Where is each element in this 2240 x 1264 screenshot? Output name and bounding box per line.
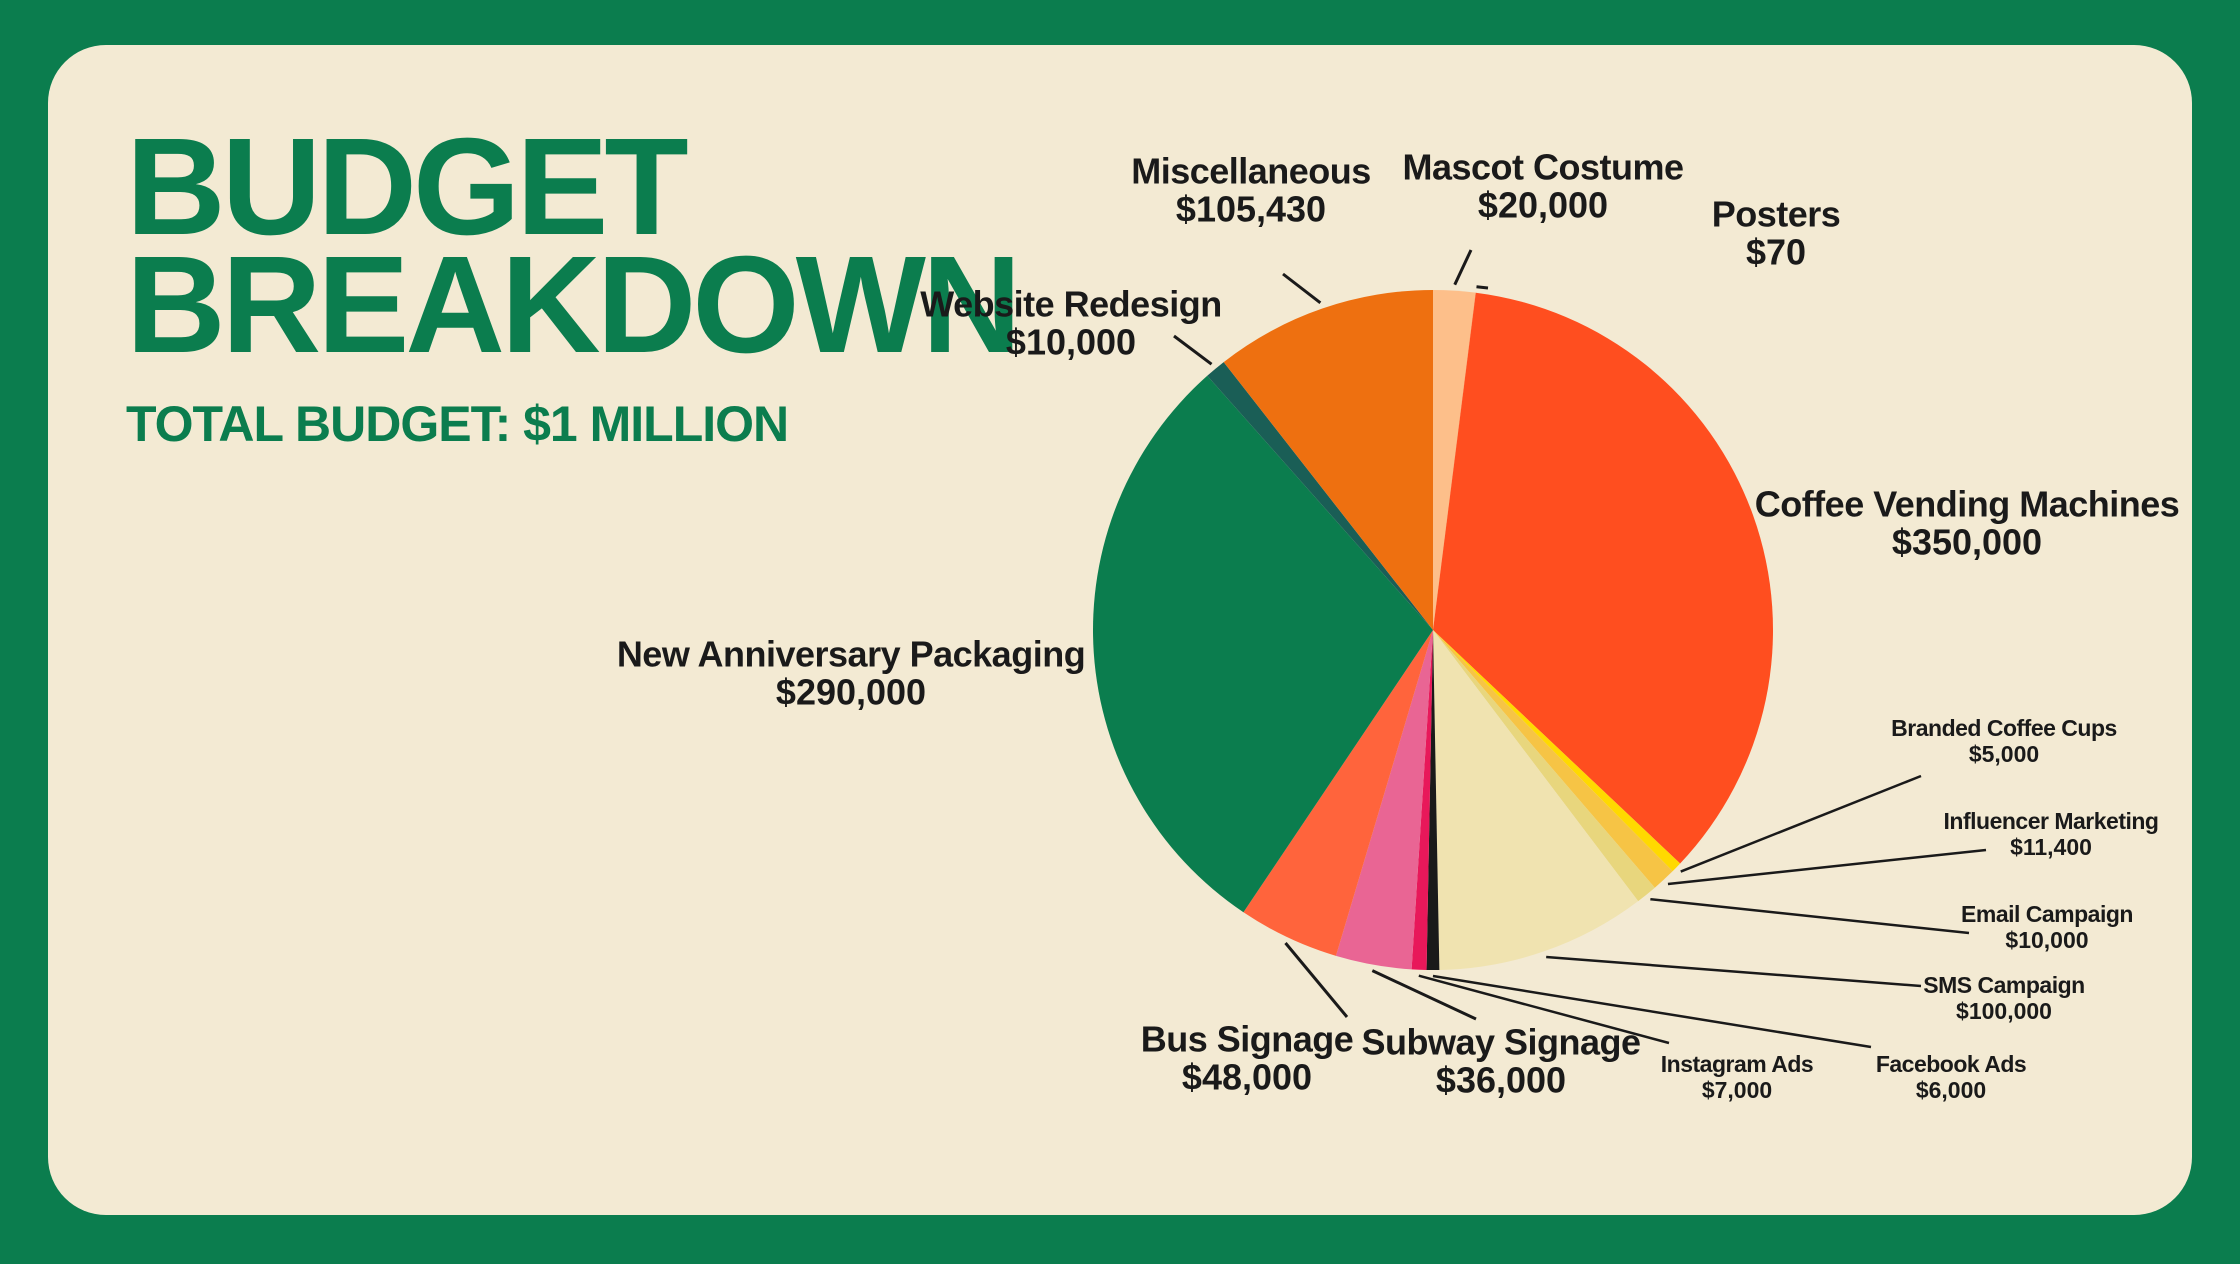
- pie-slice: [1426, 630, 1440, 970]
- value-label: $20,000: [1478, 185, 1608, 226]
- value-label: $7,000: [1702, 1077, 1772, 1103]
- slice-label: Mascot Costume: [1402, 146, 1683, 187]
- slice-label: Miscellaneous: [1131, 150, 1371, 191]
- leader-line: [1667, 848, 1987, 886]
- leader-line: [1173, 334, 1213, 366]
- leader-line: [1282, 272, 1322, 305]
- slice-label: Influencer Marketing: [1944, 808, 2159, 834]
- value-label: $70: [1746, 232, 1806, 273]
- leader-line: [1476, 285, 1489, 290]
- leader-line: [1650, 897, 1970, 935]
- slice-label: Branded Coffee Cups: [1891, 715, 2117, 741]
- leader-line: [1680, 774, 1922, 873]
- value-label: $290,000: [776, 672, 926, 713]
- value-label: $10,000: [2005, 927, 2088, 953]
- leader-line: [1418, 974, 1670, 1045]
- slice-label: Bus Signage: [1141, 1018, 1354, 1059]
- pie-slice: [1243, 630, 1433, 956]
- slice-label: Facebook Ads: [1876, 1051, 2026, 1077]
- value-label: $10,000: [1006, 322, 1136, 363]
- value-label: $5,000: [1969, 741, 2039, 767]
- pie-slice: [1433, 630, 1673, 888]
- value-label: $350,000: [1892, 522, 2042, 563]
- pie-slice: [1335, 630, 1433, 970]
- slice-label: Posters: [1712, 193, 1841, 234]
- slice-label: Coffee Vending Machines: [1755, 483, 2180, 524]
- value-label: $36,000: [1436, 1060, 1566, 1101]
- value-label: $48,000: [1182, 1057, 1312, 1098]
- pie-slice: [1433, 290, 1476, 630]
- pie-slice: [1433, 292, 1774, 864]
- slice-label: Email Campaign: [1961, 901, 2133, 927]
- pie-slice: [1433, 630, 1655, 902]
- slice-label: New Anniversary Packaging: [617, 633, 1085, 674]
- slice-label: SMS Campaign: [1923, 972, 2084, 998]
- leader-line: [1453, 249, 1473, 286]
- slice-label: Subway Signage: [1361, 1021, 1640, 1062]
- slice-label: Instagram Ads: [1661, 1051, 1813, 1077]
- value-label: $100,000: [1956, 998, 2052, 1024]
- leader-line: [1546, 955, 1922, 988]
- pie-slice: [1433, 630, 1681, 872]
- pie-slice: [1433, 292, 1476, 630]
- value-label: $6,000: [1916, 1077, 1986, 1103]
- pie-slice: [1207, 362, 1433, 630]
- value-label: $105,430: [1176, 189, 1326, 230]
- leader-line: [1284, 942, 1349, 1018]
- value-label: $11,400: [2010, 834, 2092, 860]
- leader-line: [1371, 969, 1477, 1021]
- title: BUDGET BREAKDOWN: [126, 110, 1022, 382]
- slice-label: Website Redesign: [920, 283, 1221, 324]
- pie-slice: [1223, 290, 1433, 630]
- pie-slice: [1411, 630, 1433, 970]
- pie-slice: [1433, 630, 1639, 970]
- pie-slice: [1092, 375, 1433, 913]
- subtitle: TOTAL BUDGET: $1 MILLION: [126, 396, 789, 452]
- leader-line: [1432, 974, 1872, 1049]
